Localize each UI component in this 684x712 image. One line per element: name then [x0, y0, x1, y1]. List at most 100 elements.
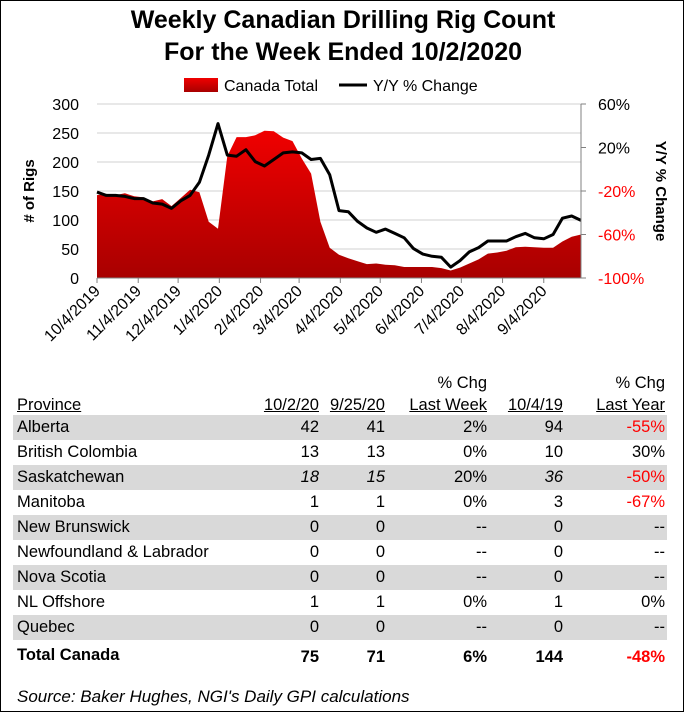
header-c3: Last Week — [409, 396, 487, 414]
cell-c5: -55% — [565, 415, 667, 440]
chart-subtitle: For the Week Ended 10/2/2020 — [163, 38, 523, 66]
header-c1: 10/2/20 — [263, 396, 319, 414]
cell-c5: -- — [565, 615, 667, 640]
table-total-row: Total Canada 75 71 6% 144 -48% — [13, 640, 667, 670]
y-tick-label: 300 — [52, 97, 79, 114]
cell-c4: 0 — [489, 515, 565, 540]
cell-c4: 0 — [489, 565, 565, 590]
cell-c3: 6% — [463, 647, 487, 666]
cell-c5: -50% — [565, 465, 667, 490]
header-c5: Last Year — [596, 396, 665, 414]
y-tick-label: 200 — [52, 155, 79, 172]
cell-c1: 0 — [255, 565, 321, 590]
cell-c2: 0 — [321, 615, 387, 640]
cell-c3: 0% — [463, 593, 487, 611]
cell-c4: 144 — [535, 647, 563, 666]
table-header: Province 10/2/20 9/25/20 Last Week 10/4/… — [13, 393, 667, 415]
series-yy-change-line — [96, 122, 582, 269]
cell-c2: 0 — [321, 565, 387, 590]
cell-name: Total Canada — [17, 645, 120, 664]
y2-tick-label: -100% — [598, 271, 644, 288]
rig-count-table: % Chg % Chg Province 10/2/20 9/25/20 Las… — [13, 371, 667, 670]
table-row: Quebec 0 0 -- 0 -- — [13, 615, 667, 640]
cell-c2: 41 — [321, 415, 387, 440]
y2-tick-label: -20% — [598, 184, 635, 201]
cell-name: Nova Scotia — [13, 565, 255, 590]
cell-c3: -- — [387, 615, 489, 640]
legend: Canada Total Y/Y % Change — [184, 78, 478, 95]
cell-c2: 13 — [366, 443, 385, 461]
y-tick-label: 50 — [61, 242, 79, 259]
cell-name: British Colombia — [17, 443, 138, 461]
header-c4: 10/4/19 — [507, 396, 563, 414]
cell-c2: 15 — [321, 465, 387, 490]
y2-tick-label: -60% — [598, 228, 635, 245]
cell-c1: 13 — [300, 443, 319, 461]
cell-c3: -- — [387, 515, 489, 540]
y2-tick-label: 60% — [598, 97, 630, 114]
cell-c5: 0% — [641, 593, 665, 611]
cell-c3: -- — [476, 543, 487, 561]
cell-c3: 2% — [387, 415, 489, 440]
cell-c1: 1 — [309, 493, 319, 511]
cell-c2: 1 — [375, 593, 385, 611]
legend-label-canada-total: Canada Total — [224, 78, 318, 95]
cell-c3: 0% — [463, 493, 487, 511]
cell-c1: 0 — [255, 615, 321, 640]
cell-c4: 0 — [489, 615, 565, 640]
header-province: Province — [17, 396, 82, 414]
cell-c3: 0% — [463, 443, 487, 461]
y2-axis-label: Y/Y % Change — [652, 141, 669, 242]
table-row: Saskatchewan 18 15 20% 36 -50% — [13, 465, 667, 490]
cell-c4: 1 — [553, 593, 563, 611]
cell-c5: -67% — [626, 493, 665, 511]
cell-c2: 0 — [375, 543, 385, 561]
cell-name: Newfoundland & Labrador — [17, 543, 209, 561]
table-row: NL Offshore 1 1 0% 1 0% — [13, 590, 667, 615]
cell-c2: 71 — [366, 647, 385, 666]
cell-name: Saskatchewan — [13, 465, 255, 490]
y-tick-label: 150 — [52, 184, 79, 201]
cell-c3: -- — [387, 565, 489, 590]
cell-c5: -- — [565, 565, 667, 590]
table-row: British Colombia 13 13 0% 10 30% — [13, 440, 667, 465]
cell-c1: 75 — [300, 647, 319, 666]
cell-name: Manitoba — [17, 493, 85, 511]
source-note: Source: Baker Hughes, NGI's Daily GPI ca… — [17, 687, 410, 706]
header-chg-top-year: % Chg — [615, 374, 665, 392]
cell-c5: -- — [565, 515, 667, 540]
table-row: Nova Scotia 0 0 -- 0 -- — [13, 565, 667, 590]
cell-c1: 0 — [255, 515, 321, 540]
y-axis-label: # of Rigs — [21, 159, 38, 222]
cell-name: Quebec — [13, 615, 255, 640]
table-row: Newfoundland & Labrador 0 0 -- 0 -- — [13, 540, 667, 565]
cell-name: New Brunswick — [13, 515, 255, 540]
cell-c5: -- — [654, 543, 665, 561]
legend-label-yy-change: Y/Y % Change — [373, 78, 478, 95]
chart-title: Weekly Canadian Drilling Rig Count — [130, 6, 556, 34]
cell-c1: 0 — [309, 543, 319, 561]
header-chg-top: % Chg — [437, 374, 487, 392]
y-tick-label: 250 — [52, 126, 79, 143]
cell-c5: 30% — [631, 443, 665, 461]
y2-tick-label: 20% — [598, 141, 630, 158]
table-row: Manitoba 1 1 0% 3 -67% — [13, 490, 667, 515]
cell-c3: 20% — [387, 465, 489, 490]
table-row: Alberta 42 41 2% 94 -55% — [13, 415, 667, 440]
header-c2: 9/25/20 — [329, 396, 385, 414]
cell-c2: 1 — [375, 493, 385, 511]
chart-svg: Canada Total Y/Y % Change 0 50 100 150 200 25… — [21, 78, 669, 345]
series-canada-total-area — [97, 130, 581, 278]
y-tick-label: 0 — [70, 271, 79, 288]
cell-c4: 0 — [553, 543, 563, 561]
y-tick-label: 100 — [52, 213, 79, 230]
cell-c4: 36 — [489, 465, 565, 490]
legend-swatch-canada-total — [184, 78, 218, 92]
table-header-top: % Chg % Chg — [13, 371, 667, 393]
cell-c4: 94 — [489, 415, 565, 440]
cell-c2: 0 — [321, 515, 387, 540]
cell-name: Alberta — [13, 415, 255, 440]
cell-c5: -48% — [626, 647, 665, 666]
table-row: New Brunswick 0 0 -- 0 -- — [13, 515, 667, 540]
